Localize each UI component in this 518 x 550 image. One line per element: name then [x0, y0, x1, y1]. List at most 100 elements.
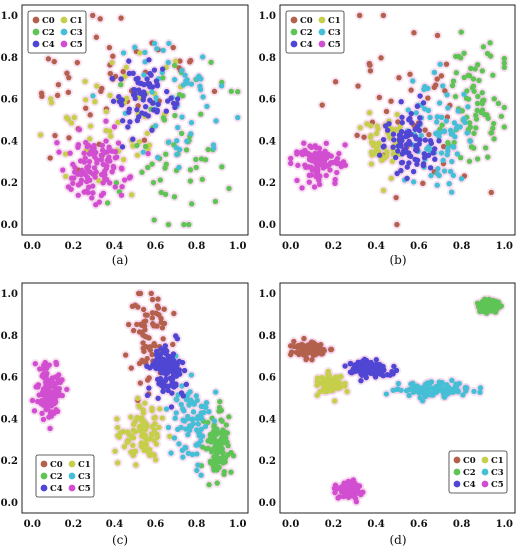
- data-point-c4: [165, 387, 171, 394]
- data-point-c4: [432, 156, 438, 162]
- data-point-c1: [389, 158, 396, 164]
- data-point-c1: [68, 120, 75, 126]
- data-point-c5: [334, 486, 340, 492]
- data-point-c5: [316, 145, 323, 152]
- data-point-c2: [470, 76, 477, 82]
- data-point-c4: [134, 117, 141, 124]
- data-point-c4: [410, 168, 417, 175]
- legend-marker-c5: [481, 480, 489, 488]
- data-point-c0: [211, 88, 218, 95]
- data-point-c2: [490, 120, 497, 127]
- data-point-c5: [295, 162, 301, 169]
- data-point-c3: [441, 168, 448, 174]
- data-point-c2: [219, 418, 225, 424]
- data-point-c0: [149, 315, 156, 321]
- data-point-c0: [122, 352, 129, 358]
- y-tick-label: 1.0: [1, 11, 18, 22]
- data-point-c0: [149, 351, 155, 358]
- data-point-c1: [116, 434, 122, 440]
- data-point-c1: [109, 59, 115, 66]
- x-tick-label: 1.0: [229, 519, 246, 530]
- data-point-c2: [449, 82, 456, 89]
- plot-frame: [279, 4, 516, 236]
- data-point-c4: [420, 100, 427, 106]
- data-point-c5: [85, 184, 92, 190]
- data-point-c2: [171, 62, 178, 69]
- x-tick-label: 0.4: [106, 241, 123, 252]
- legend-marker-c5: [68, 484, 76, 492]
- data-point-c4: [417, 137, 423, 143]
- data-point-c1: [357, 124, 363, 131]
- legend-marker-c0: [32, 16, 40, 24]
- data-point-c3: [178, 401, 184, 408]
- data-point-c4: [394, 170, 400, 177]
- data-point-c1: [149, 405, 155, 411]
- data-point-c1: [374, 145, 380, 152]
- x-tick-label: 0.8: [188, 241, 205, 252]
- data-point-c0: [151, 322, 157, 329]
- data-point-c1: [108, 133, 114, 139]
- data-point-c2: [205, 146, 211, 153]
- data-point-c3: [196, 432, 202, 439]
- legend-label-c4: C4: [42, 40, 55, 50]
- data-point-c5: [47, 382, 54, 388]
- data-point-c2: [222, 455, 229, 461]
- data-point-c3: [450, 172, 457, 179]
- data-point-c4: [396, 136, 403, 143]
- data-point-c5: [54, 380, 60, 386]
- data-point-c3: [120, 50, 127, 56]
- data-point-c0: [97, 16, 103, 22]
- data-point-c4: [395, 148, 401, 154]
- data-point-c5: [70, 180, 76, 186]
- data-point-c2: [151, 217, 157, 223]
- data-point-c2: [473, 116, 480, 122]
- data-point-c5: [311, 167, 317, 173]
- data-point-c5: [99, 147, 106, 153]
- data-point-c2: [469, 85, 476, 91]
- data-point-c3: [200, 54, 206, 60]
- data-point-c5: [330, 159, 336, 166]
- data-point-c2: [193, 156, 199, 163]
- data-point-c1: [368, 149, 375, 155]
- data-point-c3: [428, 172, 434, 179]
- data-point-c3: [174, 397, 180, 403]
- data-point-c5: [294, 177, 300, 184]
- data-point-c3: [182, 72, 188, 78]
- data-point-c0: [64, 70, 70, 76]
- data-point-c4: [116, 98, 123, 105]
- data-point-c1: [103, 127, 109, 134]
- data-point-c5: [312, 143, 318, 149]
- y-tick-label: 0.4: [259, 414, 276, 425]
- data-point-c3: [471, 388, 477, 395]
- data-point-c2: [104, 200, 111, 206]
- data-point-c2: [215, 439, 222, 445]
- legend-marker-c0: [290, 16, 298, 24]
- data-point-c4: [417, 115, 423, 121]
- data-point-c2: [480, 44, 487, 50]
- data-point-c2: [145, 164, 151, 171]
- data-point-c0: [313, 342, 320, 348]
- x-tick-label: 1.0: [496, 519, 513, 530]
- data-point-c1: [331, 398, 338, 404]
- data-point-c2: [482, 145, 489, 151]
- data-point-c1: [135, 395, 141, 402]
- data-point-c3: [449, 158, 455, 165]
- data-point-c1: [373, 130, 380, 137]
- data-point-c5: [52, 399, 59, 405]
- data-point-c4: [173, 363, 179, 369]
- data-point-c0: [170, 341, 176, 348]
- data-point-c0: [134, 321, 140, 328]
- data-point-c3: [438, 114, 445, 121]
- data-point-c3: [212, 389, 219, 395]
- y-tick-label: 0.8: [1, 53, 18, 64]
- data-point-c4: [147, 365, 153, 371]
- data-point-c2: [474, 100, 481, 107]
- data-point-c3: [203, 399, 210, 406]
- data-point-c3: [441, 128, 448, 134]
- data-point-c3: [218, 83, 225, 89]
- data-point-c2: [475, 93, 481, 100]
- data-point-c3: [441, 394, 448, 400]
- x-tick-label: 0.4: [367, 519, 384, 530]
- data-point-c4: [360, 358, 366, 364]
- legend-marker-c4: [453, 480, 461, 488]
